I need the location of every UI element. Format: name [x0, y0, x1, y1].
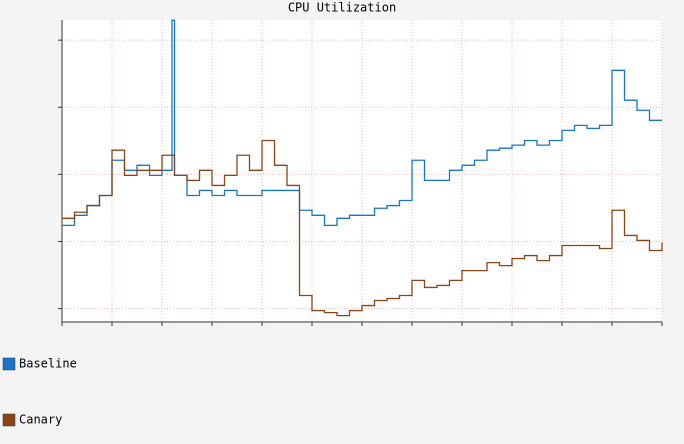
legend-swatch	[2, 357, 16, 371]
legend-label: Baseline	[19, 357, 77, 371]
chart-title: CPU Utilization	[288, 1, 396, 15]
series-line	[62, 139, 663, 317]
legend-label: Canary	[19, 413, 62, 427]
legend-swatch	[2, 413, 16, 427]
series-line	[62, 19, 662, 227]
